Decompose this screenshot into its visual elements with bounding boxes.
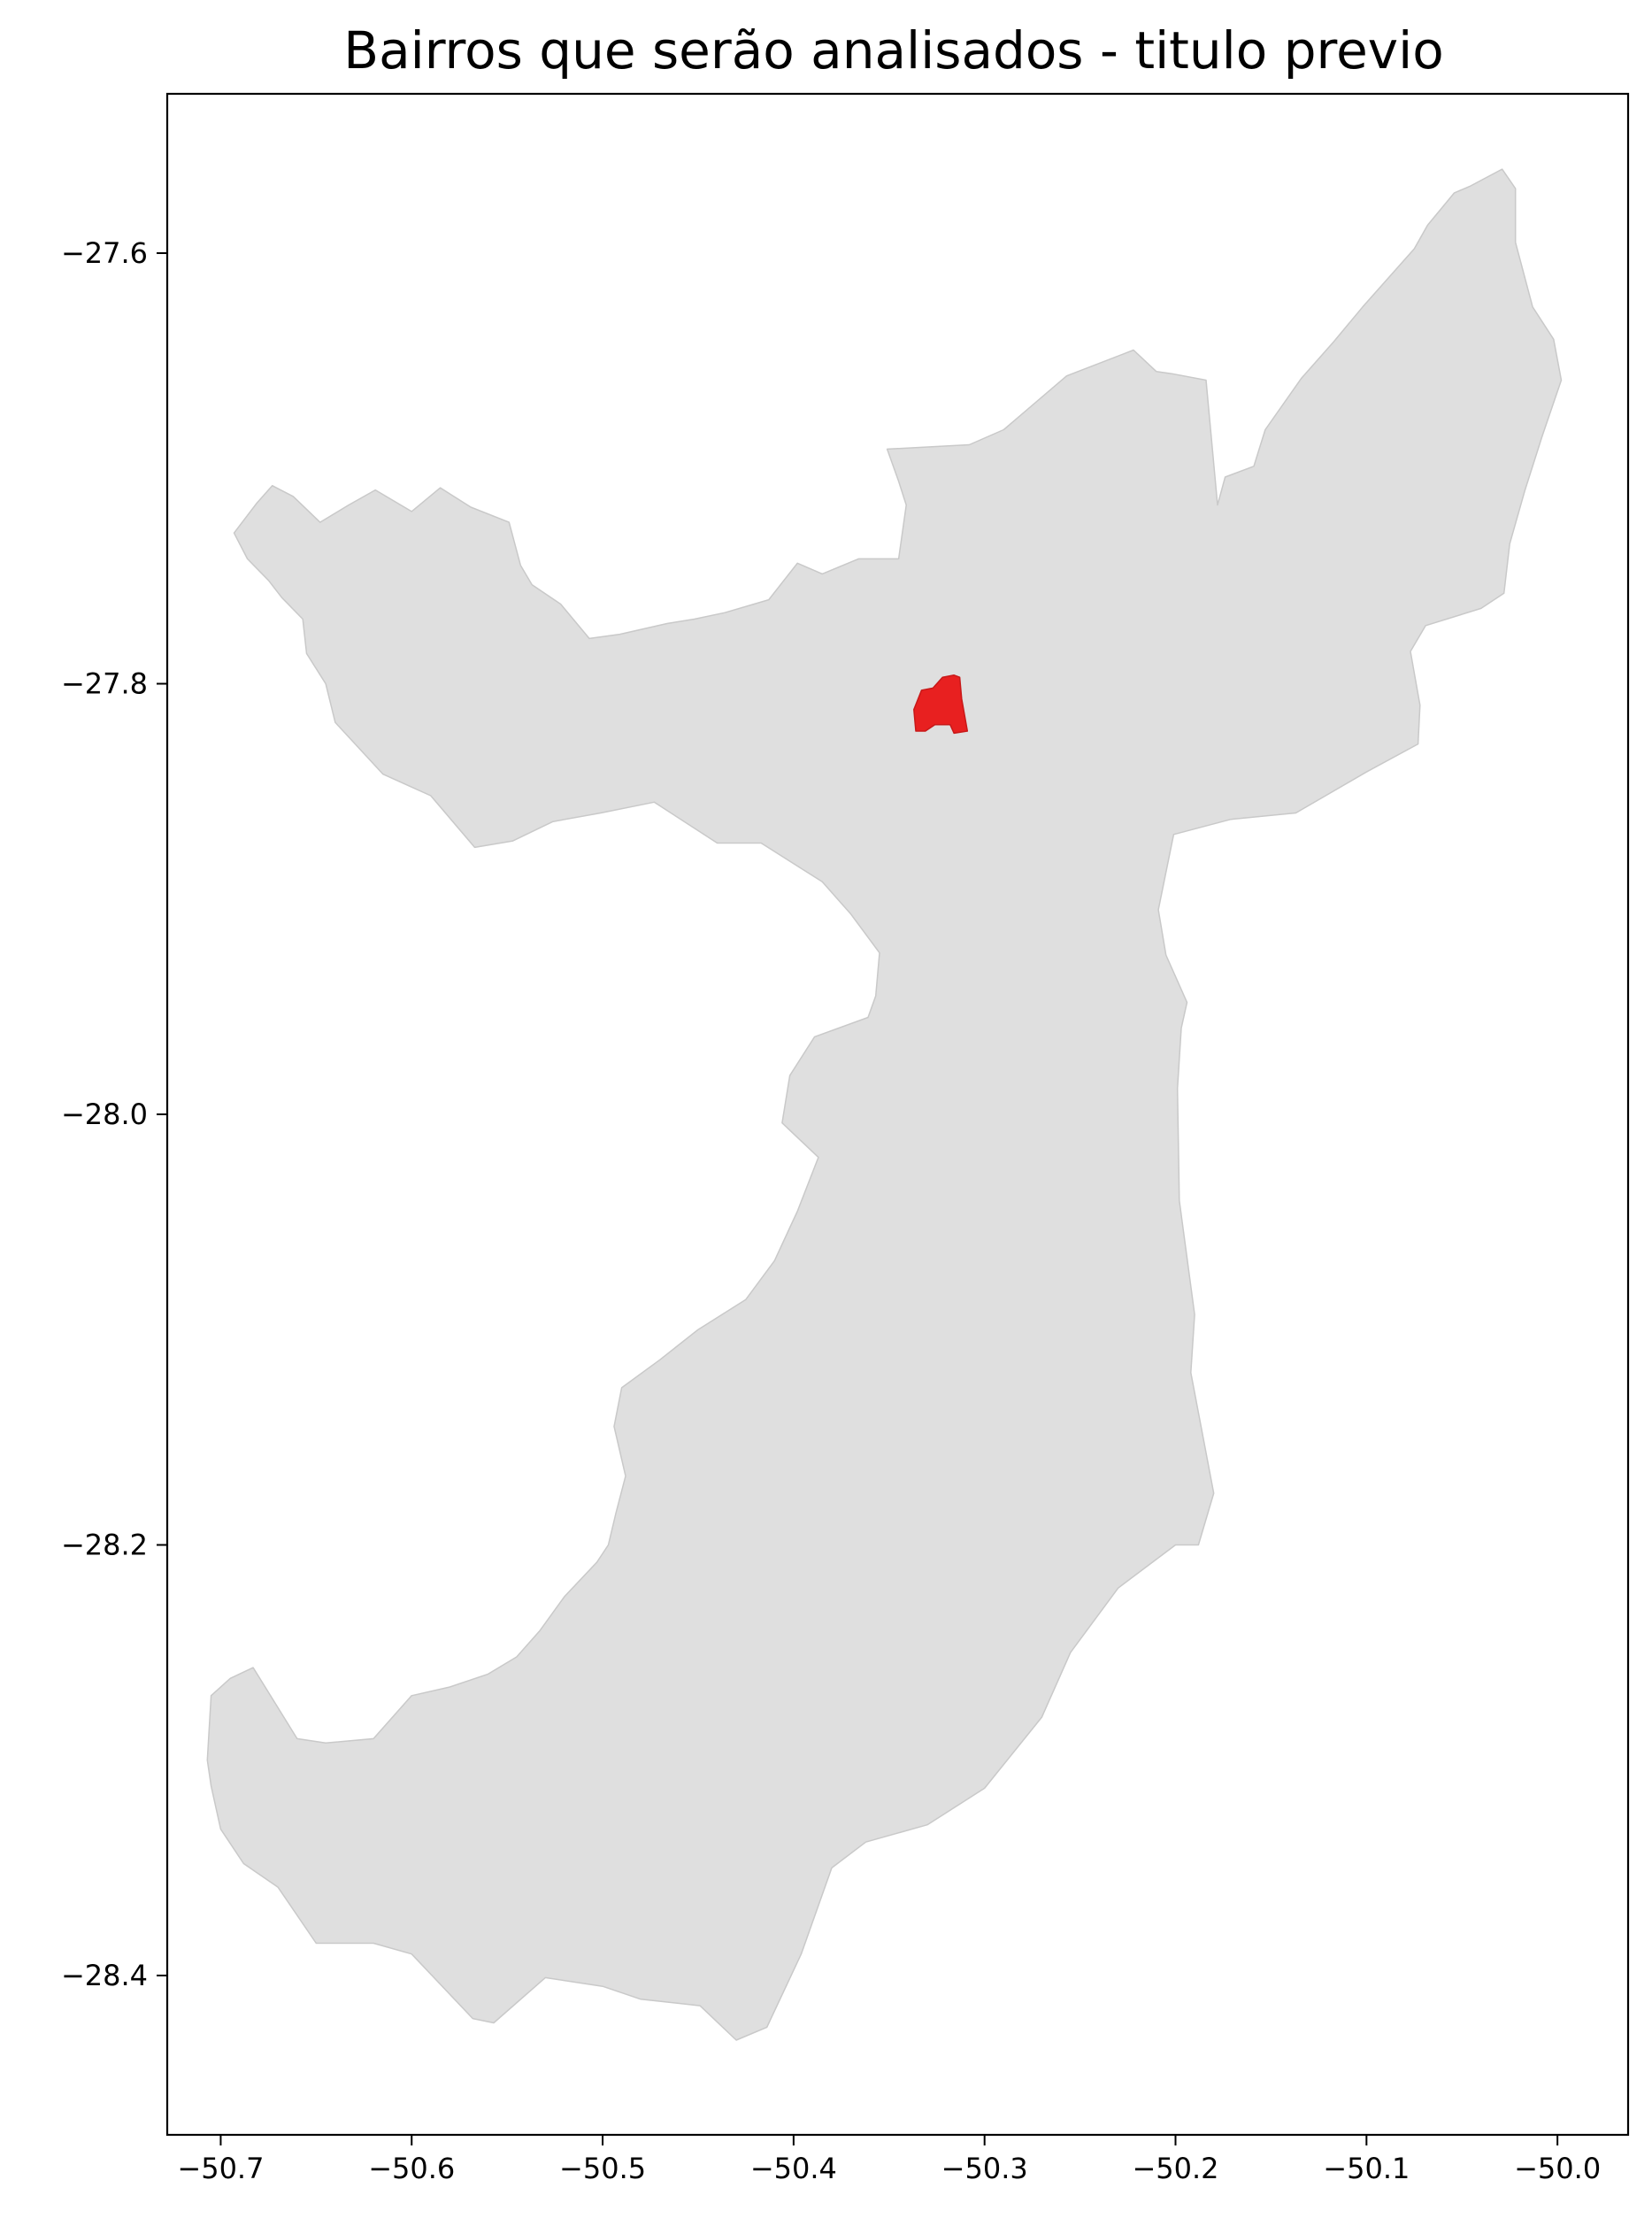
x-tick-label: −50.4: [750, 2152, 837, 2185]
x-tick-label: −50.7: [177, 2152, 264, 2185]
selected-neighbourhood-polygon: [913, 674, 969, 735]
map-layers: [206, 168, 1563, 2041]
x-tick-label: −50.2: [1132, 2152, 1218, 2185]
municipality-polygon: [206, 168, 1563, 2041]
x-tick-label: −50.1: [1323, 2152, 1410, 2185]
y-tick-label: −28.4: [61, 1959, 148, 1992]
x-tick-label: −50.6: [368, 2152, 455, 2185]
x-tick-label: −50.3: [941, 2152, 1028, 2185]
x-axis: −50.7 −50.6 −50.5 −50.4 −50.3 −50.2 −50.1 −50.0: [177, 2135, 1601, 2185]
y-tick-label: −27.6: [61, 236, 148, 270]
y-tick-label: −28.2: [61, 1528, 148, 1561]
y-tick-label: −28.0: [61, 1098, 148, 1131]
x-tick-label: −50.5: [559, 2152, 646, 2185]
x-tick-label: −50.0: [1514, 2152, 1601, 2185]
y-tick-label: −27.8: [61, 667, 148, 701]
map-title: Bairros que serão analisados - titulo pr…: [343, 20, 1443, 81]
y-axis: −27.6 −27.8 −28.0 −28.2 −28.4: [61, 236, 167, 1992]
